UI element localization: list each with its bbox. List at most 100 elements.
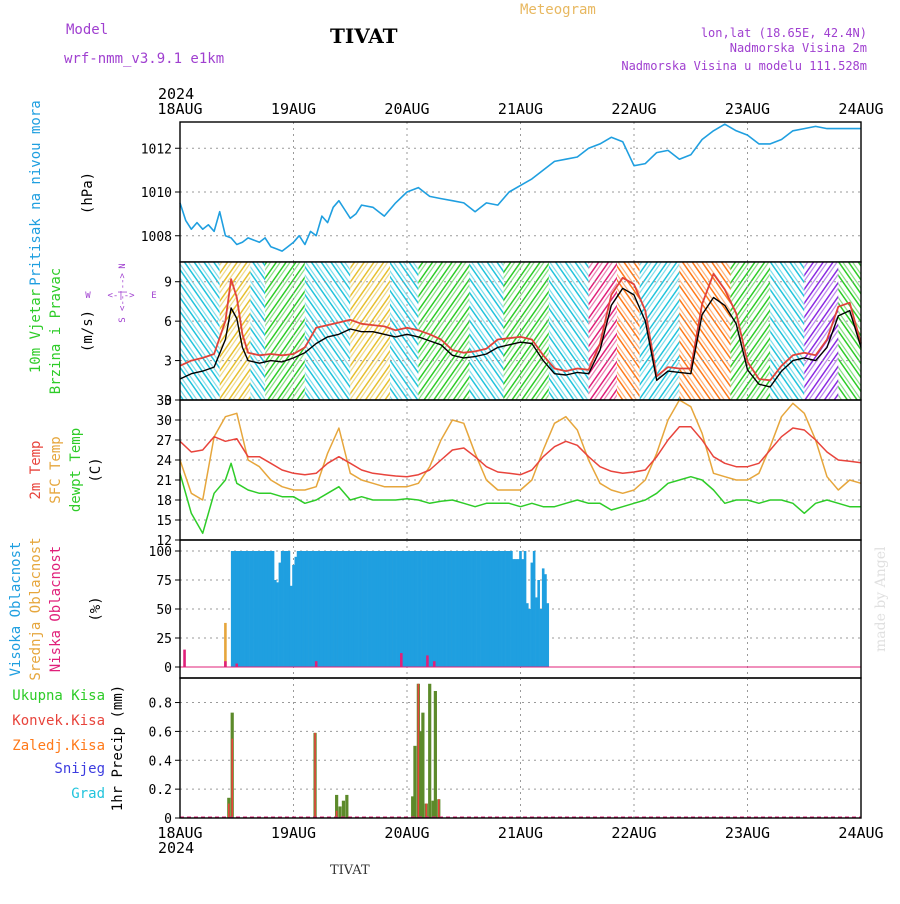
temp-ytick-label: 33 (156, 394, 172, 409)
pressure-ytick-label: 1010 (141, 186, 172, 201)
cloud-high-bar (335, 551, 338, 667)
cloud-high-bar (364, 551, 368, 667)
cloud-high-bar (421, 551, 425, 667)
cloud-high-bar (507, 551, 511, 667)
cloud-high-bar (430, 551, 434, 667)
cloud-high-bar (539, 609, 543, 667)
cloud-high-bar (457, 551, 461, 667)
cloud-high-bar (535, 597, 538, 667)
cloud-high-bar (405, 551, 409, 667)
wind-axis-title: 10m Vjetar (28, 289, 44, 373)
precip-total-bar (433, 690, 437, 818)
cloud-high-bar (305, 551, 309, 667)
cloud-high-bar (437, 551, 441, 667)
cloud-high-bar (321, 551, 325, 667)
wind-barb-band (180, 262, 220, 400)
cloud-high-bar (528, 609, 531, 667)
cloud-high-bar (537, 580, 540, 667)
cloud-high-bar (283, 551, 286, 667)
cloud-high-bar (244, 551, 248, 667)
cloud-high-bar (312, 551, 316, 667)
cloud-ytick-label: 50 (156, 603, 172, 618)
cloud-high-bar (276, 582, 279, 667)
cloud-high-bar (387, 551, 391, 667)
precip-ytick-label: 0.2 (149, 783, 172, 798)
wind-barb-band (219, 262, 251, 400)
cloud-high-bar (328, 551, 332, 667)
cloud-high-bar (394, 551, 397, 667)
year-label-top: 2024 (158, 85, 194, 103)
cloud-mid-bar (224, 622, 227, 667)
pressure-unit-label: (hPa) (80, 172, 96, 214)
cloud-high-bar (512, 559, 515, 667)
cloud-high-bar (514, 559, 518, 667)
cloud-high-bar (446, 551, 450, 667)
cloud-low-axis-title: Niska Oblacnost (48, 546, 64, 672)
cloud-high-bar (471, 551, 475, 667)
temp-ytick-label: 30 (156, 414, 172, 429)
time-tick-top-label: 22AUG (611, 100, 656, 118)
precip-convective-bar (335, 810, 338, 818)
panels: 1008 1010 1012 Pritisak na nivou mora (hPa) 0… (8, 100, 862, 827)
cloud-high-bar (546, 603, 550, 667)
compass-south: S (118, 317, 128, 322)
precip-ytick-label: 0 (164, 812, 172, 827)
compass-east: E (151, 291, 156, 301)
cloud-high-bar (455, 551, 459, 667)
cloud-high-bar (351, 551, 354, 667)
cloud-high-bar (258, 551, 261, 667)
footer-station: TIVAT (330, 863, 370, 878)
cloud-high-bar (453, 551, 456, 667)
cloud-high-bar (346, 551, 350, 667)
compass-arrow-ew: <-|-> (107, 291, 135, 301)
time-tick-bottom-label: 24AUG (838, 824, 883, 842)
cloud-high-bar (469, 551, 472, 667)
time-tick-bottom-label: 23AUG (725, 824, 770, 842)
wind-barb-band (418, 262, 470, 400)
precip-convective-bar (231, 738, 234, 818)
cloud-high-bar (482, 551, 486, 667)
cloud-high-bar (498, 551, 502, 667)
pressure-axis-title: Pritisak na nivou mora (28, 100, 44, 285)
wind-unit-label: (m/s) (80, 310, 96, 352)
precip-total-bar (421, 712, 425, 818)
cloud-ytick-label: 75 (156, 574, 172, 589)
cloud-high-bar (532, 551, 536, 667)
wind-speed-line (179, 287, 862, 388)
cloud-high-bar (439, 551, 443, 667)
cloud-high-bar (485, 551, 488, 667)
precip-legend-label: Grad (71, 786, 105, 802)
precip-total-bar (411, 796, 415, 818)
model-name: wrf-nmm_v3.9.1 e1km (64, 51, 224, 67)
cloud-high-bar (235, 551, 239, 667)
cloud-high-bar (380, 551, 384, 667)
cloud-high-bar (523, 551, 527, 667)
cloud-high-bar (323, 551, 327, 667)
cloud-low-bar (400, 653, 403, 667)
cloud-high-bar (251, 551, 254, 667)
cloud-high-bar (496, 551, 500, 667)
precip-ytick-label: 0.6 (149, 725, 172, 740)
lonlat-label: lon,lat (18.65E, 42.4N) (701, 26, 867, 40)
precip-total-bar (431, 800, 435, 818)
wind-ytick-label: 6 (164, 315, 172, 330)
cloud-high-axis-title: Visoka Oblacnost (8, 542, 24, 677)
cloud-high-bar (310, 551, 313, 667)
precip-unit-label: 1hr Precip (mm) (110, 685, 126, 811)
wind-axis-title-2: Brzina i Pravac (48, 268, 64, 394)
time-tick-top-label: 19AUG (271, 100, 316, 118)
cloud-high-bar (432, 551, 436, 667)
cloud-high-bar (435, 551, 438, 667)
compass-north: N (118, 263, 128, 268)
cloud-high-bar (494, 551, 497, 667)
cloud-high-bar (423, 551, 427, 667)
time-tick-bottom-label: 21AUG (498, 824, 543, 842)
precip-total-bar (345, 794, 349, 818)
cloud-high-bar (319, 551, 323, 667)
precip-ytick-label: 0.4 (149, 754, 173, 769)
cloud-ytick-label: 100 (149, 545, 172, 560)
cloud-high-bar (442, 551, 445, 667)
wind-gust-line (179, 272, 862, 382)
temp-ytick-label: 12 (156, 534, 172, 549)
cloud-high-bar (383, 551, 386, 667)
